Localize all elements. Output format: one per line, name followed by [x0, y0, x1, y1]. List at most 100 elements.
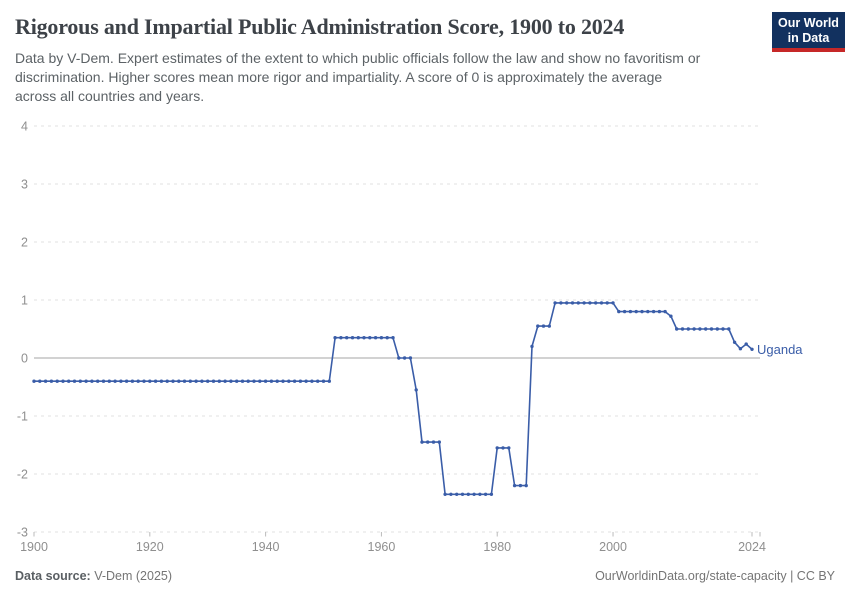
- data-point: [136, 379, 140, 383]
- data-point: [640, 309, 644, 314]
- data-source-value: V-Dem (2025): [90, 569, 173, 583]
- data-point: [379, 336, 384, 340]
- data-point: [732, 340, 737, 344]
- data-point: [345, 336, 349, 340]
- y-axis-tick-label: 1: [21, 294, 28, 308]
- data-point: [327, 379, 331, 383]
- y-axis-tick-label: 3: [21, 178, 28, 192]
- data-point: [651, 309, 656, 314]
- data-point: [96, 379, 100, 383]
- data-point: [426, 440, 430, 444]
- owid-logo[interactable]: Our World in Data: [772, 12, 845, 52]
- data-point: [437, 440, 441, 444]
- subtitle-line: discrimination. Higher scores mean more …: [15, 69, 663, 85]
- logo-line1: Our World: [778, 16, 839, 30]
- data-point: [391, 336, 395, 340]
- data-point: [356, 336, 360, 340]
- data-point: [472, 492, 476, 496]
- data-point: [646, 309, 650, 314]
- data-point: [738, 347, 743, 351]
- data-point: [61, 379, 65, 383]
- data-point: [43, 379, 48, 383]
- data-point: [368, 336, 372, 340]
- data-point: [333, 336, 337, 340]
- chart-subtitle: Data by V-Dem. Expert estimates of the e…: [15, 49, 760, 106]
- data-point: [478, 492, 482, 496]
- data-point: [362, 336, 366, 340]
- y-axis-tick-label: -2: [17, 468, 28, 482]
- data-point: [605, 301, 609, 305]
- data-point: [281, 379, 285, 383]
- data-point: [489, 492, 494, 496]
- data-line: [34, 302, 753, 496]
- data-point: [541, 324, 546, 328]
- data-point: [171, 379, 175, 383]
- data-point: [269, 379, 274, 383]
- data-point: [165, 379, 169, 383]
- data-point: [206, 379, 210, 383]
- data-point: [692, 327, 696, 331]
- data-point: [669, 314, 673, 318]
- data-point: [576, 301, 580, 305]
- data-point: [675, 327, 679, 331]
- y-axis-tick-label: -3: [17, 526, 28, 540]
- data-point: [698, 327, 702, 331]
- data-point: [460, 492, 465, 496]
- data-point: [599, 301, 604, 305]
- data-point: [524, 483, 528, 488]
- data-point: [72, 379, 77, 383]
- x-axis-tick-label: 1960: [368, 540, 396, 554]
- data-point: [119, 379, 123, 383]
- data-point: [709, 327, 714, 331]
- data-point: [530, 344, 534, 349]
- data-point: [617, 309, 621, 314]
- data-point: [431, 440, 436, 444]
- y-axis-tick-label: -1: [17, 410, 28, 424]
- data-point: [124, 379, 129, 383]
- page-title: Rigorous and Impartial Public Administra…: [15, 14, 625, 39]
- data-point: [628, 309, 633, 314]
- data-point: [634, 309, 638, 314]
- data-point: [177, 379, 181, 383]
- license-label: CC BY: [796, 569, 835, 583]
- y-axis-tick-label: 0: [21, 352, 28, 366]
- data-point: [38, 379, 42, 383]
- data-point: [501, 446, 505, 450]
- data-point: [101, 379, 106, 383]
- data-point: [287, 379, 291, 383]
- data-point: [704, 327, 708, 331]
- data-point: [559, 301, 563, 305]
- data-point: [321, 379, 326, 383]
- data-point: [582, 301, 586, 305]
- data-point: [229, 379, 233, 383]
- data-point: [744, 342, 748, 346]
- data-point: [67, 379, 71, 383]
- data-point: [217, 379, 221, 383]
- data-point: [686, 327, 690, 331]
- data-point: [570, 301, 575, 305]
- data-point: [727, 327, 731, 331]
- data-point: [246, 379, 250, 383]
- data-source-label: Data source:: [15, 569, 91, 583]
- data-point: [622, 309, 627, 314]
- data-point: [750, 347, 754, 351]
- data-point: [339, 336, 343, 340]
- data-point: [350, 336, 355, 340]
- data-point: [235, 379, 239, 383]
- logo-line2: in Data: [787, 30, 830, 45]
- data-point: [292, 379, 297, 383]
- data-point: [194, 379, 198, 383]
- data-point: [49, 379, 54, 383]
- data-point: [536, 324, 540, 328]
- data-point: [408, 356, 413, 360]
- owid-url-link[interactable]: OurWorldinData.org/state-capacity: [595, 569, 787, 583]
- footer-attribution: OurWorldinData.org/state-capacity | CC B…: [595, 569, 835, 583]
- x-axis-tick-label: 1920: [136, 540, 164, 554]
- data-point: [420, 440, 424, 444]
- subtitle-line: Data by V-Dem. Expert estimates of the e…: [15, 50, 701, 66]
- data-point: [298, 379, 303, 383]
- entity-label: Uganda: [757, 342, 803, 357]
- y-axis-tick-label: 2: [21, 236, 28, 250]
- data-point: [84, 379, 88, 383]
